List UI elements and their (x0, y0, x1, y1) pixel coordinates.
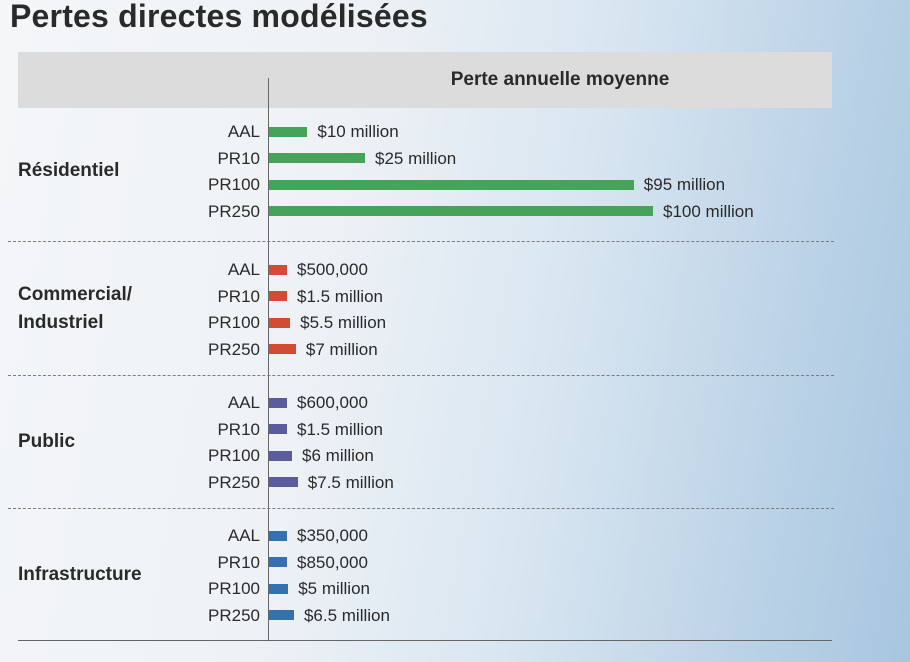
group-divider (8, 375, 834, 376)
bar (269, 557, 287, 567)
value-label: $850,000 (297, 552, 368, 572)
group-label: Résidentiel (18, 160, 120, 181)
column-header-band: Perte annuelle moyenne (18, 52, 832, 108)
bar (269, 264, 287, 275)
bar (269, 126, 308, 137)
bar (269, 610, 294, 620)
bar (269, 291, 287, 301)
row-label: PR100 (208, 313, 260, 332)
row-label: PR100 (208, 446, 260, 465)
row-label: AAL (227, 526, 260, 545)
bar (269, 583, 289, 594)
bar (269, 397, 287, 408)
column-header: Perte annuelle moyenne (450, 69, 670, 90)
value-label: $5.5 million (300, 313, 387, 332)
value-label: $1.5 million (297, 419, 383, 439)
row-label: PR250 (208, 605, 260, 625)
bar (269, 477, 298, 487)
group-divider (8, 241, 834, 242)
bar (269, 153, 365, 163)
chart-bottom-line (18, 640, 832, 641)
value-label: $5 million (298, 579, 370, 598)
chart-title: Pertes directes modélisées (10, 0, 428, 34)
row-label: PR10 (217, 419, 260, 439)
value-label: $1.5 million (297, 286, 383, 306)
row-label: PR10 (217, 286, 260, 306)
value-label: $350,000 (297, 526, 368, 545)
group-label: Commercial/ Industriel (18, 284, 133, 333)
y-axis-line (268, 78, 269, 640)
row-label: PR250 (208, 339, 260, 359)
row-label: PR10 (217, 148, 260, 168)
group-divider (8, 508, 834, 509)
row-label: PR250 (208, 472, 260, 492)
bar (269, 530, 287, 541)
value-label: $500,000 (297, 260, 368, 279)
bar (269, 179, 634, 190)
row-label: PR100 (208, 175, 260, 194)
group-label: Infrastructure (18, 564, 142, 585)
bar (269, 206, 653, 216)
value-label: $25 million (375, 148, 457, 168)
group-label: Public (18, 431, 76, 452)
row-label: AAL (227, 393, 260, 412)
bar (269, 317, 291, 328)
bar (269, 450, 293, 461)
value-label: $600,000 (297, 393, 368, 412)
value-label: $6.5 million (303, 605, 390, 625)
row-label: PR250 (208, 201, 260, 221)
row-label: PR100 (208, 579, 260, 598)
value-label: $7 million (305, 339, 378, 359)
bar (269, 344, 296, 354)
row-label: PR10 (217, 552, 260, 572)
row-label: AAL (227, 260, 260, 279)
value-label: $100 million (663, 201, 754, 221)
value-label: $10 million (317, 122, 399, 141)
value-label: $6 million (302, 446, 374, 465)
value-label: $7.5 million (307, 472, 394, 492)
row-label: AAL (227, 122, 260, 141)
bar (269, 424, 287, 434)
value-label: $95 million (643, 175, 726, 194)
